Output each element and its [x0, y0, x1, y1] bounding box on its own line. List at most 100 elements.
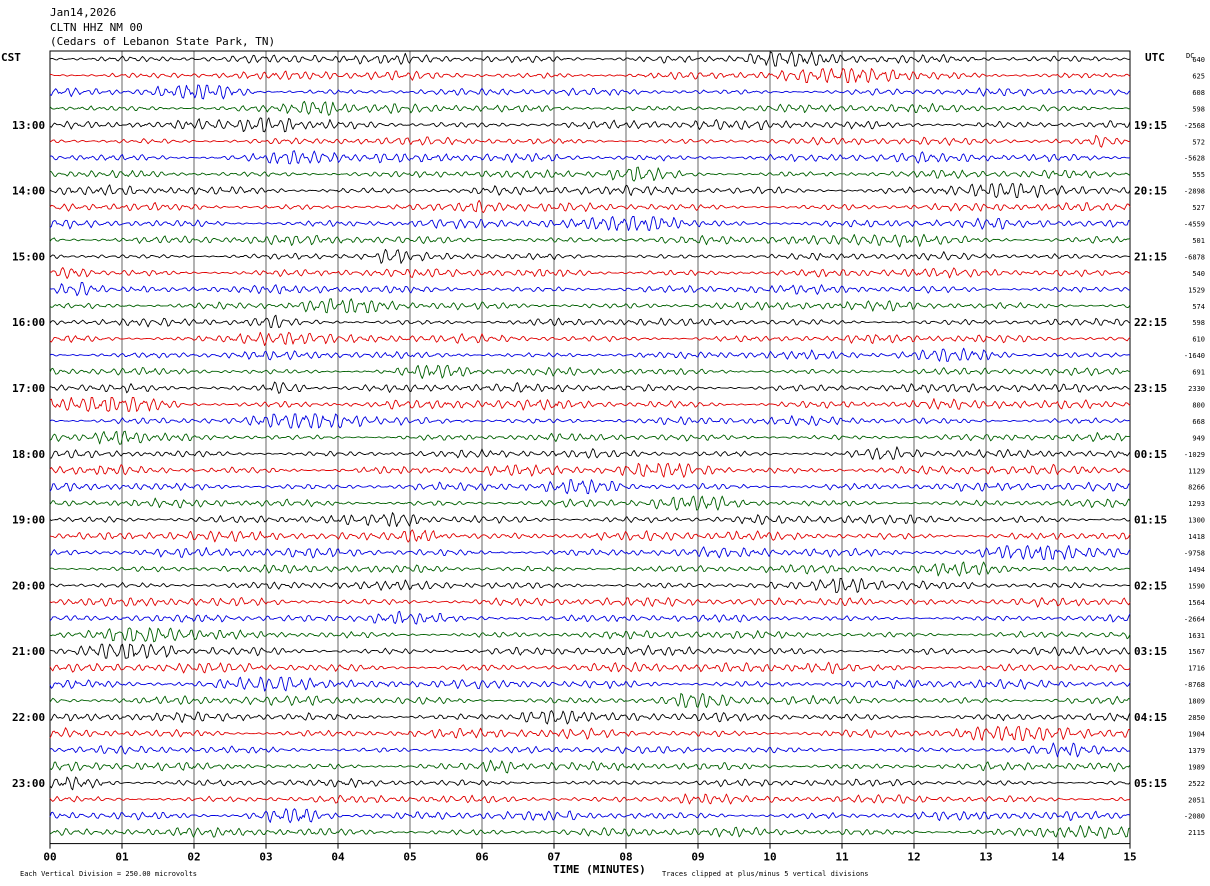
dc-offset-label: 610	[1192, 336, 1205, 344]
dc-offset-label: 1293	[1188, 500, 1205, 508]
dc-offset-label: -2568	[1184, 122, 1205, 130]
cst-hour-label: 15:00	[12, 250, 45, 263]
cst-hour-label: 23:00	[12, 777, 45, 790]
dc-label: DC	[1186, 52, 1194, 60]
seismic-trace-row	[49, 627, 1131, 643]
x-tick-label: 12	[907, 851, 920, 864]
dc-offset-label: -9758	[1184, 550, 1205, 558]
seismic-trace-row	[49, 759, 1131, 774]
header-station: CLTN HHZ NM 00	[50, 21, 143, 34]
dc-offset-label: 1129	[1188, 467, 1205, 475]
seismic-trace-row	[49, 216, 1131, 231]
dc-offset-label: 608	[1192, 89, 1205, 97]
footer-clip: Traces clipped at plus/minus 5 vertical …	[662, 870, 869, 878]
seismic-trace-row	[49, 643, 1131, 659]
seismic-trace-row	[49, 561, 1131, 577]
seismic-trace-row	[49, 793, 1131, 805]
seismic-trace-row	[49, 479, 1131, 495]
dc-offset-label: 800	[1192, 401, 1205, 409]
minute-grid	[49, 50, 1131, 849]
dc-offset-label: 572	[1192, 138, 1205, 146]
seismic-trace-row	[49, 610, 1131, 625]
utc-hour-label: 01:15	[1134, 514, 1167, 527]
seismic-trace-row	[49, 134, 1131, 148]
seismic-trace-row	[49, 51, 1131, 67]
dc-offset-label: 1989	[1188, 763, 1205, 771]
seismic-trace-row	[49, 430, 1131, 445]
utc-hour-label: 03:15	[1134, 645, 1167, 658]
seismic-trace-row	[49, 248, 1131, 264]
header-date: Jan14,2026	[50, 6, 116, 19]
dc-offset-label: -5628	[1184, 155, 1205, 163]
dc-offset-label: 501	[1192, 237, 1205, 245]
dc-offset-label: -1029	[1184, 451, 1205, 459]
dc-offset-labels: 640 625 608 598 -2568 572 -5628 555 -2898 527 -455…	[1184, 56, 1205, 837]
x-tick-label: 08	[619, 851, 632, 864]
cst-hour-label: 13:00	[12, 119, 45, 132]
utc-hour-label: 22:15	[1134, 316, 1167, 329]
seismic-trace-row	[49, 413, 1131, 429]
dc-offset-label: 2051	[1188, 796, 1205, 804]
seismic-trace-row	[49, 331, 1131, 347]
seismic-trace-row	[49, 267, 1131, 279]
dc-offset-label: 574	[1192, 303, 1205, 311]
dc-offset-label: 949	[1192, 434, 1205, 442]
seismic-trace-row	[49, 710, 1131, 725]
seismic-trace-row	[49, 381, 1130, 394]
seismic-trace-row	[49, 661, 1131, 675]
dc-offset-label: -6878	[1184, 253, 1205, 261]
x-tick-labels: 00 01 02 03 04 05 06 07 08 09 10 11 12 13 14 15	[43, 851, 1136, 864]
utc-hour-label: 02:15	[1134, 579, 1167, 592]
dc-offset-label: 1300	[1188, 517, 1205, 525]
utc-hour-label: 05:15	[1134, 777, 1167, 790]
dc-offset-label: 527	[1192, 204, 1205, 212]
seismic-trace-row	[49, 693, 1131, 708]
cst-hour-label: 16:00	[12, 316, 45, 329]
dc-offset-label: 2522	[1188, 780, 1205, 788]
seismic-trace-row	[49, 364, 1131, 379]
dc-offset-label: -4559	[1184, 221, 1205, 229]
dc-offset-label: 540	[1192, 270, 1205, 278]
dc-offset-label: 625	[1192, 72, 1205, 80]
dc-offset-label: 691	[1192, 369, 1205, 377]
x-tick-label: 13	[979, 851, 992, 864]
cst-hour-labels: 13:00 14:00 15:00 16:00 17:00 18:00 19:00 20:00…	[12, 119, 45, 790]
dc-offset-label: 2330	[1188, 385, 1205, 393]
seismic-trace-row	[49, 347, 1131, 362]
dc-offset-label: 640	[1192, 56, 1205, 64]
utc-hour-label: 21:15	[1134, 250, 1167, 263]
dc-offset-label: 1379	[1188, 747, 1205, 755]
dc-offset-label: -8768	[1184, 681, 1205, 689]
utc-hour-label: 00:15	[1134, 448, 1167, 461]
x-tick-label: 14	[1051, 851, 1065, 864]
dc-offset-label: 598	[1192, 319, 1205, 327]
cst-hour-label: 18:00	[12, 448, 45, 461]
seismic-trace-row	[49, 512, 1131, 528]
seismic-trace-row	[49, 725, 1131, 741]
cst-hour-label: 14:00	[12, 185, 45, 198]
seismic-traces	[49, 51, 1131, 839]
x-tick-label: 11	[835, 851, 849, 864]
seismic-trace-row	[49, 100, 1130, 116]
dc-offset-label: 555	[1192, 171, 1205, 179]
x-tick-label: 00	[43, 851, 56, 864]
dc-offset-label: -2664	[1184, 615, 1205, 623]
seismic-trace-row	[49, 281, 1131, 297]
seismic-trace-row	[49, 545, 1131, 560]
cst-hour-label: 20:00	[12, 579, 45, 592]
seismic-trace-row	[49, 183, 1131, 199]
dc-offset-label: 1631	[1188, 632, 1205, 640]
seismic-trace-row	[49, 84, 1131, 100]
x-tick-label: 01	[115, 851, 129, 864]
dc-offset-label: -2898	[1184, 188, 1205, 196]
dc-offset-label: 1904	[1188, 730, 1205, 738]
x-tick-label: 04	[331, 851, 345, 864]
dc-offset-label: 1494	[1188, 566, 1205, 574]
seismic-trace-row	[49, 166, 1131, 182]
utc-hour-label: 04:15	[1134, 711, 1167, 724]
seismic-trace-row	[49, 824, 1131, 839]
x-tick-label: 09	[691, 851, 704, 864]
seismic-trace-row	[49, 529, 1131, 543]
utc-hour-label: 23:15	[1134, 382, 1167, 395]
